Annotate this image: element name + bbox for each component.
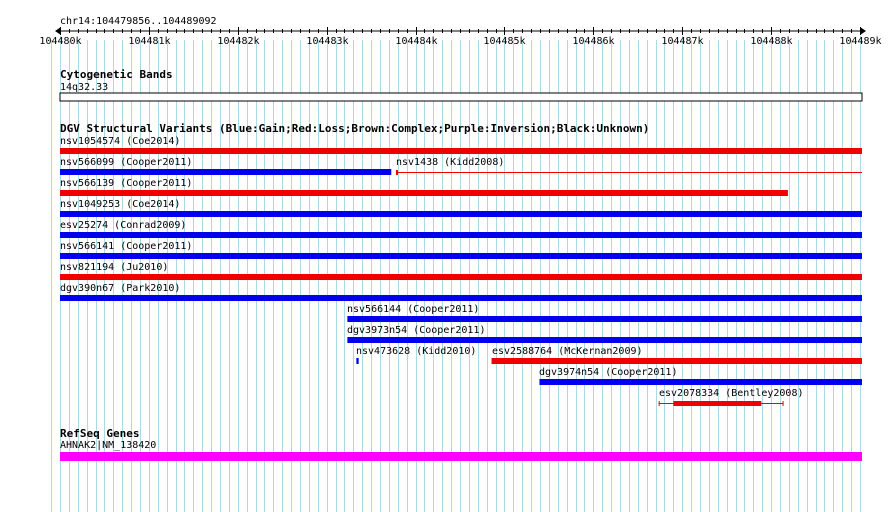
dgv-feature-bar[interactable] [60,253,862,259]
dgv-feature-label: nsv821194 (Ju2010) [60,262,168,273]
ruler-arrow-right-icon[interactable] [860,27,866,35]
track-title-refseq-genes: RefSeq Genes [60,427,139,440]
cytoband-label: 14q32.33 [60,82,108,93]
dgv-feature-bar[interactable] [60,211,862,217]
dgv-feature[interactable]: esv2588764 (McKernan2009) [491,346,862,364]
dgv-feature-bar[interactable] [60,274,862,280]
dgv-feature-bar[interactable] [60,190,788,196]
dgv-feature[interactable]: nsv1049253 (Coe2014) [60,199,862,217]
dgv-feature-bar[interactable] [539,379,862,385]
dgv-feature[interactable]: nsv1054574 (Coe2014) [60,136,862,154]
dgv-feature-label: esv2588764 (McKernan2009) [492,346,643,357]
dgv-feature-label: nsv566141 (Cooper2011) [60,241,192,252]
ruler-tick-label: 104487k [661,36,703,47]
dgv-feature-label: esv25274 (Conrad2009) [60,220,186,231]
ruler-tick-label: 104485k [483,36,525,47]
ruler-tick-label: 104489k [839,36,881,47]
track-title-dgv: DGV Structural Variants (Blue:Gain;Red:L… [60,122,649,135]
dgv-feature-label: nsv473628 (Kidd2010) [356,346,476,357]
dgv-feature[interactable]: dgv390n67 (Park2010) [60,283,862,301]
dgv-feature-bar[interactable] [60,295,862,301]
dgv-feature[interactable]: esv25274 (Conrad2009) [60,220,862,238]
ruler-tick-label: 104484k [395,36,437,47]
dgv-feature-label: dgv390n67 (Park2010) [60,283,180,294]
dgv-feature[interactable]: nsv473628 (Kidd2010) [356,346,476,364]
ruler-tick-label: 104486k [572,36,614,47]
refseq-gene-bar[interactable] [60,452,862,461]
dgv-feature-label: nsv1438 (Kidd2008) [396,157,504,168]
dgv-structural-variants-track: DGV Structural Variants (Blue:Gain;Red:L… [60,122,862,406]
refseq-genes-track: RefSeq Genes AHNAK2|NM_138420 [60,427,862,461]
dgv-feature-bar[interactable] [60,169,392,175]
dgv-feature[interactable]: nsv566139 (Cooper2011) [60,178,788,196]
dgv-feature-bar[interactable] [356,358,359,364]
dgv-feature-bar[interactable] [60,232,862,238]
ruler-tick-label: 104483k [306,36,348,47]
dgv-feature-label: nsv566144 (Cooper2011) [347,304,479,315]
cytogenetic-bands-track: Cytogenetic Bands 14q32.33 [59,68,863,102]
dgv-feature-label: dgv3973n54 (Cooper2011) [347,325,485,336]
dgv-feature[interactable]: dgv3974n54 (Cooper2011) [539,367,862,385]
ruler-tick-label: 104481k [128,36,170,47]
dgv-feature[interactable]: nsv566099 (Cooper2011) [60,157,392,175]
refseq-gene[interactable]: AHNAK2|NM_138420 [60,440,862,461]
dgv-feature-bar[interactable] [60,148,862,154]
dgv-feature-bar[interactable] [491,358,862,364]
ruler-arrow-left-icon[interactable] [55,27,61,35]
dgv-feature[interactable]: nsv566144 (Cooper2011) [347,304,862,322]
refseq-gene-label: AHNAK2|NM_138420 [60,440,156,451]
track-title-cytogenetic-bands: Cytogenetic Bands [60,68,173,81]
dgv-feature-label: nsv1054574 (Coe2014) [60,136,180,147]
dgv-feature-bar[interactable] [673,401,762,406]
dgv-feature[interactable]: nsv821194 (Ju2010) [60,262,862,280]
ruler-tick-label: 104482k [217,36,259,47]
dgv-feature-label: dgv3974n54 (Cooper2011) [539,367,677,378]
dgv-feature[interactable]: esv2078334 (Bentley2008) [658,388,804,406]
ruler-tick-label: 104480k [39,36,81,47]
dgv-feature-label: nsv566139 (Cooper2011) [60,178,192,189]
dgv-feature-bar[interactable] [347,316,862,322]
region-label: chr14:104479856..104489092 [60,16,217,27]
dgv-feature-bar[interactable] [347,337,862,343]
dgv-feature-label: nsv1049253 (Coe2014) [60,199,180,210]
ruler-track: chr14:104479856..104489092 104480k 104481… [39,16,881,47]
dgv-feature-label: esv2078334 (Bentley2008) [659,388,804,399]
dgv-feature[interactable]: nsv566141 (Cooper2011) [60,241,862,259]
dgv-feature[interactable]: nsv1438 (Kidd2008) [395,157,862,175]
dgv-feature-label: nsv566099 (Cooper2011) [60,157,192,168]
dgv-feature[interactable]: dgv3973n54 (Cooper2011) [347,325,862,343]
cytoband-bar[interactable] [59,92,863,102]
ruler-tick-label: 104488k [750,36,792,47]
